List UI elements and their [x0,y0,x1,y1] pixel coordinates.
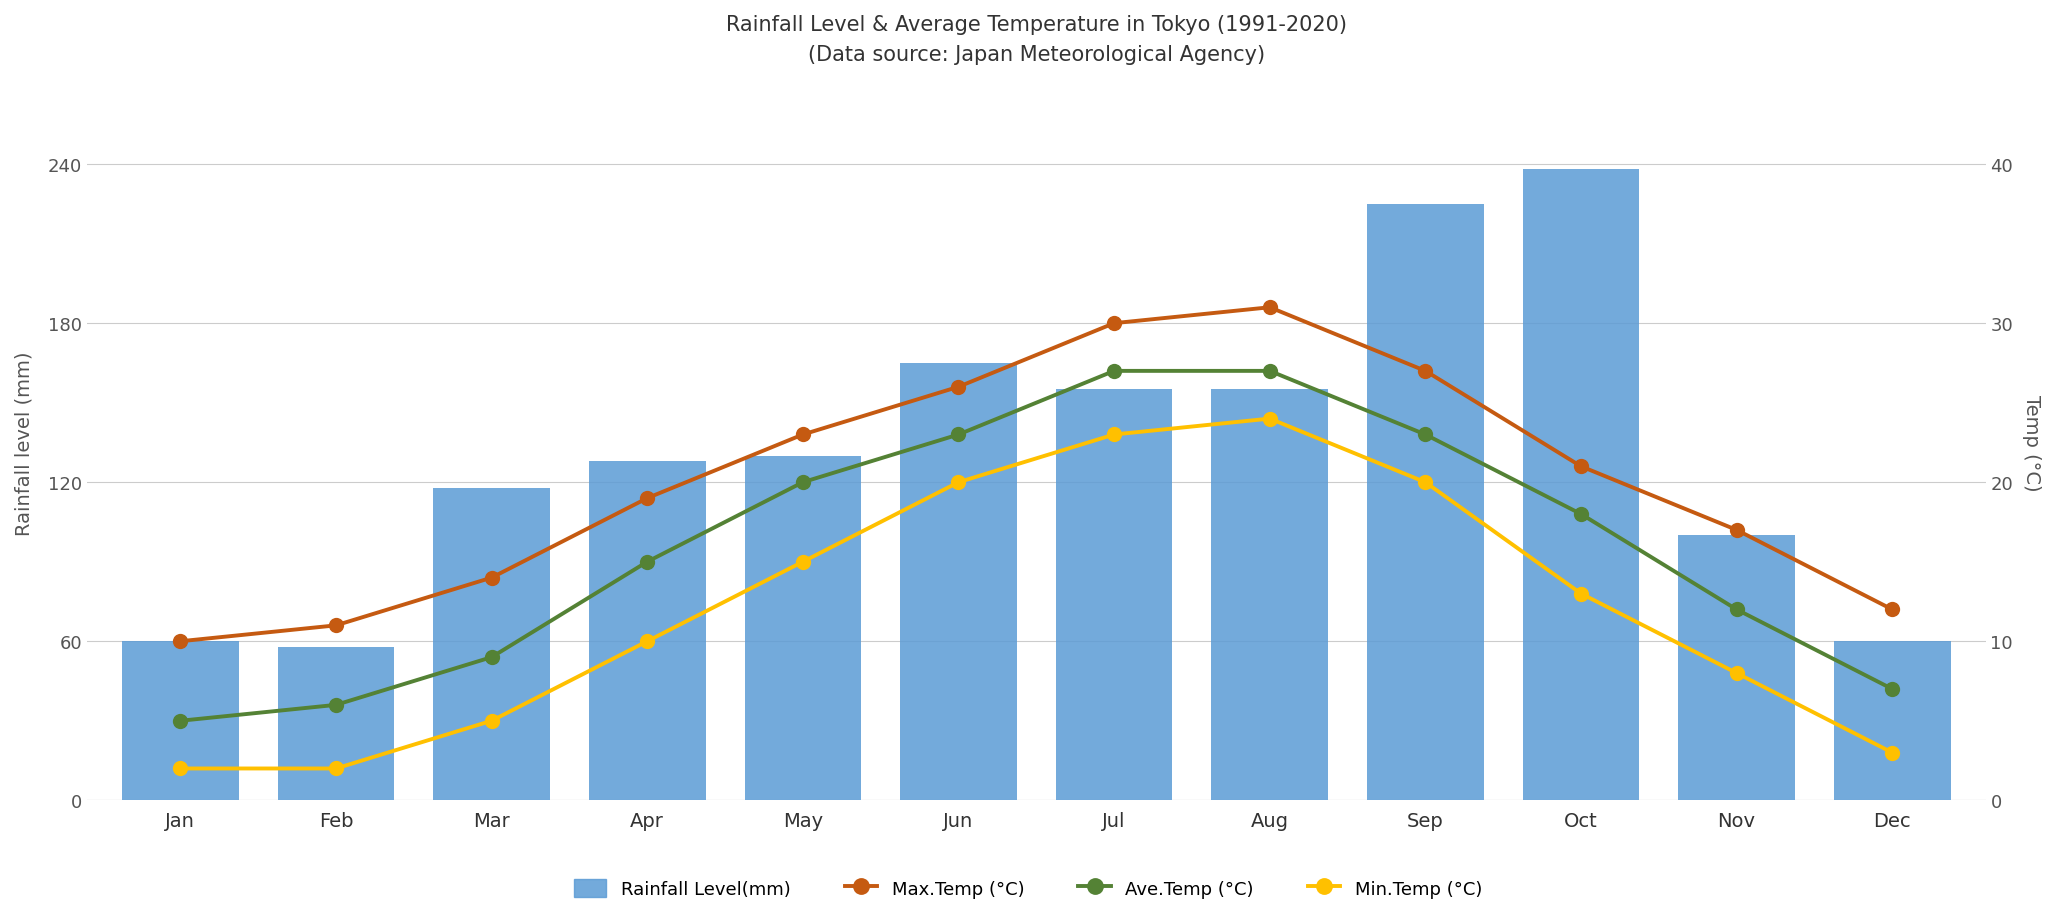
Y-axis label: Temp (°C): Temp (°C) [2021,394,2042,492]
Y-axis label: Rainfall level (mm): Rainfall level (mm) [14,351,35,535]
Min.Temp (°C) [1258,414,1283,425]
Ave.Temp (°C) [1102,366,1127,377]
Max.Temp (°C) [479,573,504,584]
Ave.Temp (°C) [479,652,504,663]
Ave.Temp (°C) [1258,366,1283,377]
Min.Temp (°C) [1412,477,1437,488]
Bar [1211,390,1328,800]
Min.Temp (°C) [635,636,660,647]
Ave.Temp (°C) [1569,509,1593,520]
Max.Temp (°C) [1258,302,1283,313]
Bar [434,488,551,800]
Bar [744,456,861,800]
Bar [278,647,395,800]
Bar [1834,641,1951,800]
Max.Temp (°C) [1412,366,1437,377]
Bar [1057,390,1172,800]
Ave.Temp (°C) [1725,605,1750,616]
Min.Temp (°C) [946,477,970,488]
Bar [1523,170,1639,800]
Bar [1367,205,1484,800]
Max.Temp (°C) [1725,525,1750,536]
Min.Temp (°C) [479,716,504,727]
Title: Rainfall Level & Average Temperature in Tokyo (1991-2020)
(Data source: Japan Me: Rainfall Level & Average Temperature in … [726,15,1347,64]
Bar [121,641,238,800]
Ave.Temp (°C) [323,699,347,710]
Ave.Temp (°C) [635,557,660,568]
Line: Min.Temp (°C): Min.Temp (°C) [173,412,1900,777]
Max.Temp (°C) [169,636,193,647]
Ave.Temp (°C) [1412,429,1437,440]
Line: Ave.Temp (°C): Ave.Temp (°C) [173,364,1900,729]
Bar [1678,536,1795,800]
Min.Temp (°C) [1725,668,1750,679]
Bar [588,461,705,800]
Ave.Temp (°C) [1879,684,1904,695]
Ave.Temp (°C) [946,429,970,440]
Max.Temp (°C) [635,494,660,505]
Ave.Temp (°C) [169,716,193,727]
Bar [901,364,1018,800]
Max.Temp (°C) [792,429,816,440]
Min.Temp (°C) [169,763,193,774]
Max.Temp (°C) [1569,461,1593,472]
Line: Max.Temp (°C): Max.Temp (°C) [173,301,1900,649]
Max.Temp (°C) [1879,605,1904,616]
Min.Temp (°C) [792,557,816,568]
Max.Temp (°C) [323,620,347,631]
Max.Temp (°C) [1102,318,1127,329]
Min.Temp (°C) [323,763,347,774]
Min.Temp (°C) [1102,429,1127,440]
Legend: Rainfall Level(mm), Max.Temp (°C), Ave.Temp (°C), Min.Temp (°C): Rainfall Level(mm), Max.Temp (°C), Ave.T… [567,871,1489,905]
Ave.Temp (°C) [792,477,816,488]
Min.Temp (°C) [1569,588,1593,599]
Max.Temp (°C) [946,381,970,392]
Min.Temp (°C) [1879,747,1904,758]
